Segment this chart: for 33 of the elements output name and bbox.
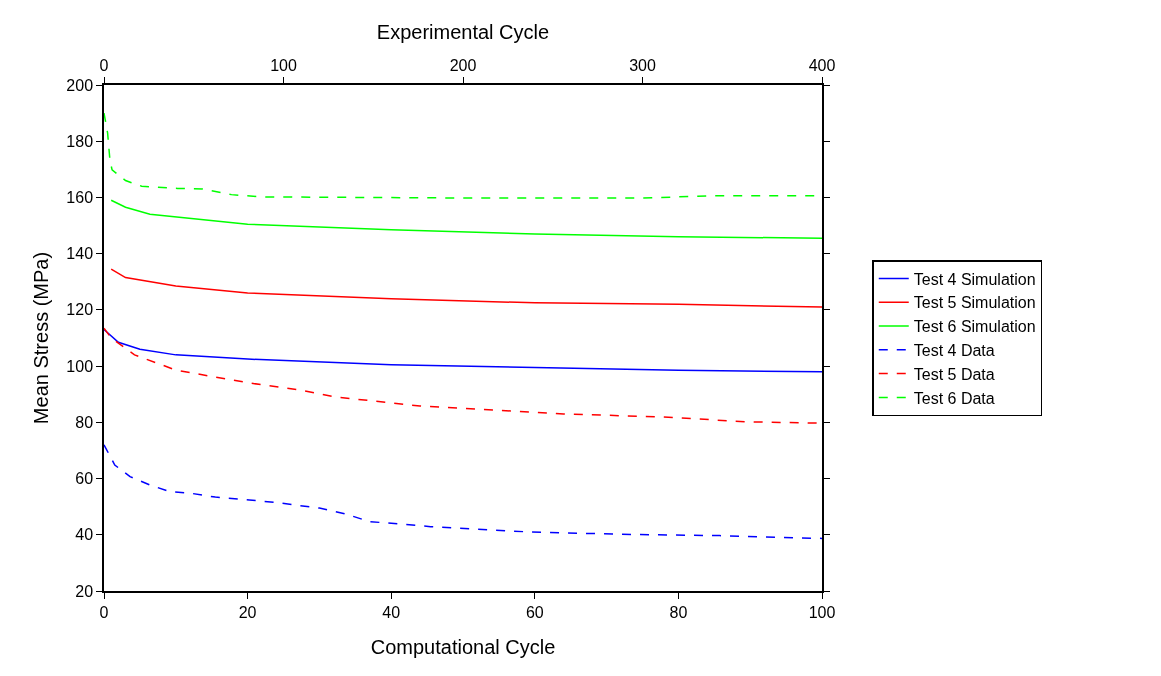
x2-tick-label: 400 bbox=[808, 56, 836, 74]
x-tick-label: 100 bbox=[808, 603, 836, 621]
y-tick-label: 40 bbox=[75, 526, 94, 544]
x2-tick-label: 200 bbox=[449, 56, 477, 74]
legend-label: Test 4 Simulation bbox=[913, 270, 1036, 288]
y-tick-label: 120 bbox=[66, 301, 94, 319]
y-tick-label: 160 bbox=[66, 189, 94, 207]
x-tick-label: 40 bbox=[382, 603, 401, 621]
x2-tick-label: 0 bbox=[99, 56, 109, 74]
line-series bbox=[104, 328, 822, 373]
x-tick-label: 60 bbox=[525, 603, 544, 621]
legend-label: Test 6 Simulation bbox=[913, 318, 1036, 336]
x2-tick-label: 300 bbox=[629, 56, 656, 74]
y-tick-label: 200 bbox=[66, 76, 94, 94]
y-tick-label: 20 bbox=[75, 582, 94, 600]
legend-label: Test 6 Data bbox=[913, 389, 995, 407]
x-tick-label: 80 bbox=[669, 603, 688, 621]
x-axis-title: Computational Cycle bbox=[370, 635, 556, 658]
line-series bbox=[110, 268, 822, 308]
line-series bbox=[110, 199, 822, 239]
legend-label: Test 4 Data bbox=[913, 342, 995, 360]
x-tick-label: 0 bbox=[99, 603, 109, 621]
x2-tick-label: 100 bbox=[270, 56, 297, 74]
y-tick-label: 140 bbox=[66, 245, 94, 263]
y-tick-label: 100 bbox=[66, 357, 94, 375]
x2-axis-title: Experimental Cycle bbox=[376, 20, 550, 43]
y-tick-label: 80 bbox=[75, 413, 94, 431]
y-tick-label: 60 bbox=[75, 470, 94, 488]
y-axis-title: Mean Stress (MPa) bbox=[30, 251, 53, 425]
x-tick-label: 20 bbox=[238, 603, 257, 621]
y-tick-label: 180 bbox=[66, 132, 94, 150]
legend-label: Test 5 Simulation bbox=[913, 294, 1036, 312]
legend-label: Test 5 Data bbox=[913, 365, 995, 383]
